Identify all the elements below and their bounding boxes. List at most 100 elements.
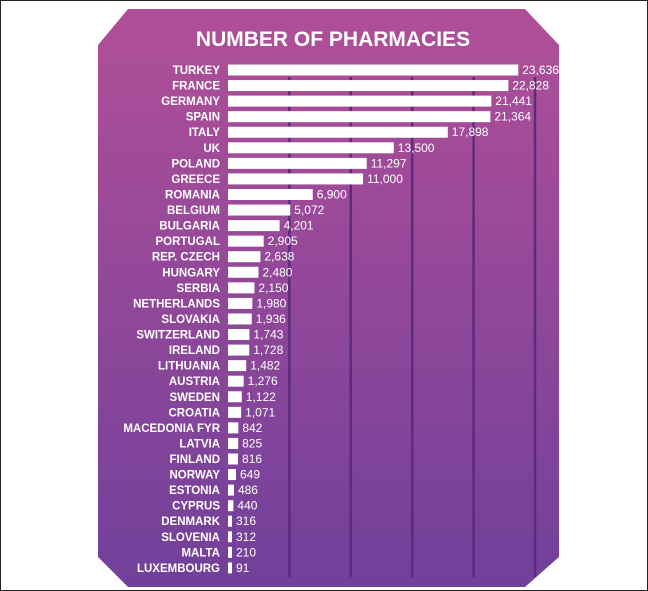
category-label: TURKEY [173, 65, 221, 77]
category-label: GREECE [171, 174, 220, 186]
category-label: CYPRUS [172, 501, 220, 513]
category-label: REP. CZECH [152, 252, 220, 264]
data-label: 22,828 [512, 79, 549, 93]
category-label: SWEDEN [170, 392, 220, 404]
category-label: UK [203, 143, 220, 155]
bar [228, 111, 491, 123]
data-label: 816 [242, 452, 262, 466]
category-label: FINLAND [170, 454, 220, 466]
category-label: ITALY [189, 127, 221, 139]
bar [228, 546, 232, 558]
data-label: 21,441 [495, 94, 532, 108]
category-label: MACEDONIA FYR [123, 423, 220, 435]
category-label: PORTUGAL [155, 236, 220, 248]
chart-background [98, 9, 559, 587]
category-label: DENMARK [161, 516, 220, 528]
category-label: BULGARIA [159, 221, 220, 233]
category-label: POLAND [171, 158, 220, 170]
bar [228, 173, 364, 185]
bar [228, 235, 264, 247]
category-label: BELGIUM [167, 205, 220, 217]
data-label: 17,898 [452, 125, 489, 139]
category-label: ROMANIA [165, 189, 220, 201]
data-label: 210 [236, 545, 256, 559]
bar [228, 157, 367, 169]
bar [228, 64, 519, 76]
category-label: HUNGARY [162, 267, 220, 279]
data-label: 1,276 [248, 374, 278, 388]
bar [228, 437, 239, 449]
category-label: SERBIA [177, 283, 220, 295]
bar [228, 391, 242, 403]
bar [228, 313, 252, 325]
category-label: GERMANY [161, 96, 220, 108]
category-label: FRANCE [172, 81, 220, 93]
gridlines [288, 77, 537, 577]
data-label: 21,364 [494, 110, 531, 124]
bar [228, 266, 259, 278]
data-label: 1,743 [253, 328, 283, 342]
bar [228, 515, 232, 527]
bar [228, 484, 234, 496]
bar [228, 204, 291, 216]
data-label: 6,900 [317, 187, 347, 201]
data-label: 11,297 [371, 156, 407, 170]
data-label: 1,980 [256, 296, 286, 310]
bar [228, 188, 313, 200]
category-label: MALTA [181, 547, 220, 559]
bar [228, 375, 244, 387]
data-label: 1,071 [245, 405, 275, 419]
data-label: 4,201 [284, 219, 314, 233]
bar [228, 80, 509, 92]
category-label: AUSTRIA [169, 376, 220, 388]
data-label: 316 [236, 514, 256, 528]
data-label: 312 [236, 530, 256, 544]
bar [228, 453, 239, 465]
data-label: 11,000 [367, 172, 403, 186]
bar [228, 297, 253, 309]
bar [228, 562, 232, 574]
category-label: SPAIN [186, 112, 220, 124]
category-label: NORWAY [170, 470, 221, 482]
bar [228, 500, 234, 512]
category-label: LITHUANIA [158, 361, 220, 373]
data-label: 2,480 [262, 265, 292, 279]
bar [228, 329, 250, 341]
category-label: NETHERLANDS [133, 298, 220, 310]
bar [228, 360, 247, 372]
data-label: 5,072 [294, 203, 324, 217]
chart-title: NUMBER OF PHARMACIES [196, 28, 470, 51]
category-label: SWITZERLAND [136, 330, 220, 342]
bar [228, 531, 232, 543]
bars: TURKEY 23,636 FRANCE 22,828 GERMANY 21,441 SPA… [123, 63, 559, 575]
data-label: 13,500 [398, 141, 435, 155]
bar [228, 469, 236, 481]
category-label: LUXEMBOURG [137, 563, 220, 575]
data-label: 2,150 [258, 281, 288, 295]
category-label: SLOVAKIA [161, 314, 220, 326]
data-label: 23,636 [522, 63, 559, 77]
category-label: IRELAND [169, 345, 220, 357]
data-label: 486 [238, 483, 258, 497]
bar [228, 282, 255, 294]
data-label: 1,936 [256, 312, 286, 326]
bar [228, 406, 242, 418]
bar [228, 251, 261, 263]
bar [228, 142, 394, 154]
category-label: LATVIA [179, 438, 220, 450]
bar [228, 95, 492, 107]
data-label: 2,638 [264, 250, 294, 264]
category-label: ESTONIA [169, 485, 220, 497]
bar [228, 220, 280, 232]
data-label: 1,482 [250, 359, 280, 373]
category-label: CROATIA [168, 407, 220, 419]
bar [228, 126, 448, 138]
bar [228, 344, 250, 356]
category-label: SLOVENIA [161, 532, 220, 544]
data-label: 1,728 [253, 343, 283, 357]
data-label: 649 [240, 468, 260, 482]
data-label: 440 [237, 499, 257, 513]
data-label: 2,905 [268, 234, 298, 248]
data-label: 1,122 [246, 390, 276, 404]
